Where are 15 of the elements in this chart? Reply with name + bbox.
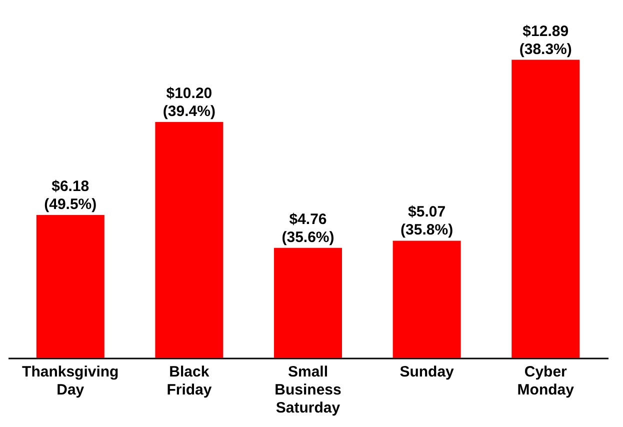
bar	[36, 215, 104, 358]
bar	[512, 60, 580, 358]
x-tick-label: Thanksgiving Day	[22, 364, 119, 398]
bar	[155, 122, 224, 358]
data-label: $12.89 (38.3%)	[519, 22, 572, 58]
data-label: $4.76 (35.6%)	[282, 210, 334, 246]
data-label: $10.20 (39.4%)	[162, 84, 216, 120]
data-label: $6.18 (49.5%)	[44, 178, 97, 214]
bar	[392, 240, 461, 358]
bar	[274, 248, 342, 358]
x-tick-label: Black Friday	[166, 364, 212, 398]
x-tick-label: Sunday	[400, 364, 455, 380]
data-label: $5.07 (35.8%)	[400, 204, 454, 239]
x-tick-label: Cyber Monday	[517, 364, 575, 398]
x-tick-label: Small Business Saturday	[274, 364, 342, 416]
